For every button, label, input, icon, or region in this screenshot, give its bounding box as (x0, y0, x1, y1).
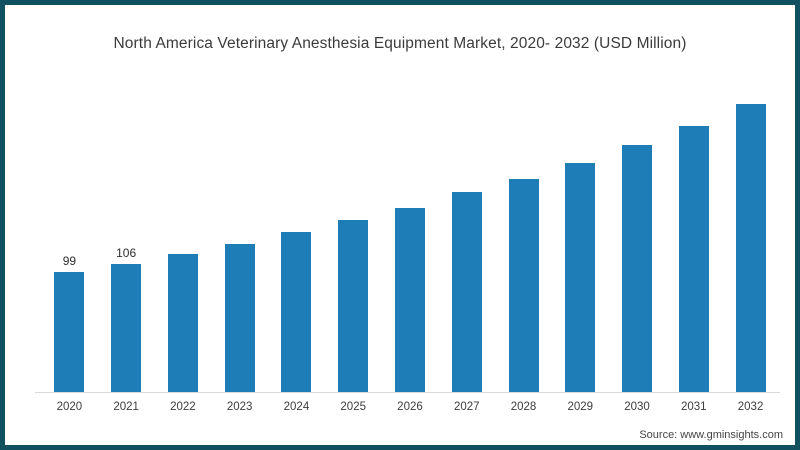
bar-column-2023 (211, 226, 268, 392)
bar-column-2027 (438, 174, 495, 392)
bar-column-2021: 106 (98, 246, 155, 392)
bar-column-2032 (722, 86, 779, 392)
x-tick-2032: 2032 (737, 401, 764, 413)
bar-column-2025 (325, 202, 382, 392)
bar-column-2031 (665, 108, 722, 392)
x-tick-2028: 2028 (510, 401, 537, 413)
bar-2031 (678, 126, 709, 392)
x-tick-2023: 2023 (226, 401, 253, 413)
x-tick-2031: 2031 (681, 401, 707, 413)
chart-title: North America Veterinary Anesthesia Equi… (113, 35, 687, 52)
bar-chart-plot-area: 99 106 (41, 80, 779, 392)
bar-column-2030 (609, 127, 666, 392)
x-tick-2026: 2026 (397, 401, 423, 413)
x-axis-tick-labels: 2020 2021 2022 2023 2024 2025 2026 2027 2028 2029… (41, 401, 779, 413)
x-tick-2024: 2024 (283, 401, 310, 413)
bar-column-2029 (552, 145, 609, 392)
bar-column-2022 (155, 236, 212, 392)
bar-column-2026 (382, 190, 439, 392)
bar-value-label-2021: 106 (116, 246, 137, 260)
bar-value-label-2020: 99 (62, 254, 77, 268)
bar-2032 (735, 104, 766, 392)
bar-2022 (167, 254, 198, 392)
bar-2020 (54, 272, 85, 392)
bar-2025 (338, 220, 369, 392)
x-tick-2025: 2025 (340, 401, 366, 413)
bar-2030 (622, 145, 653, 392)
bar-column-2024 (268, 214, 325, 392)
x-tick-2029: 2029 (567, 401, 594, 413)
x-tick-2027: 2027 (453, 401, 480, 413)
source-text: Source: www.gminsights.com (639, 429, 783, 441)
bar-2024 (281, 232, 312, 392)
bar-column-2020: 99 (41, 254, 98, 392)
bar-2029 (565, 163, 596, 392)
x-tick-2020: 2020 (56, 401, 83, 413)
bar-2028 (508, 179, 539, 392)
bar-column-2028 (495, 161, 552, 392)
bar-2027 (451, 192, 482, 392)
bar-2023 (224, 244, 255, 392)
x-tick-2021: 2021 (113, 401, 139, 413)
bar-2021 (111, 264, 142, 392)
bar-2026 (394, 208, 425, 392)
x-axis-line (35, 392, 780, 393)
x-tick-2030: 2030 (624, 401, 650, 413)
x-tick-2022: 2022 (170, 401, 196, 413)
